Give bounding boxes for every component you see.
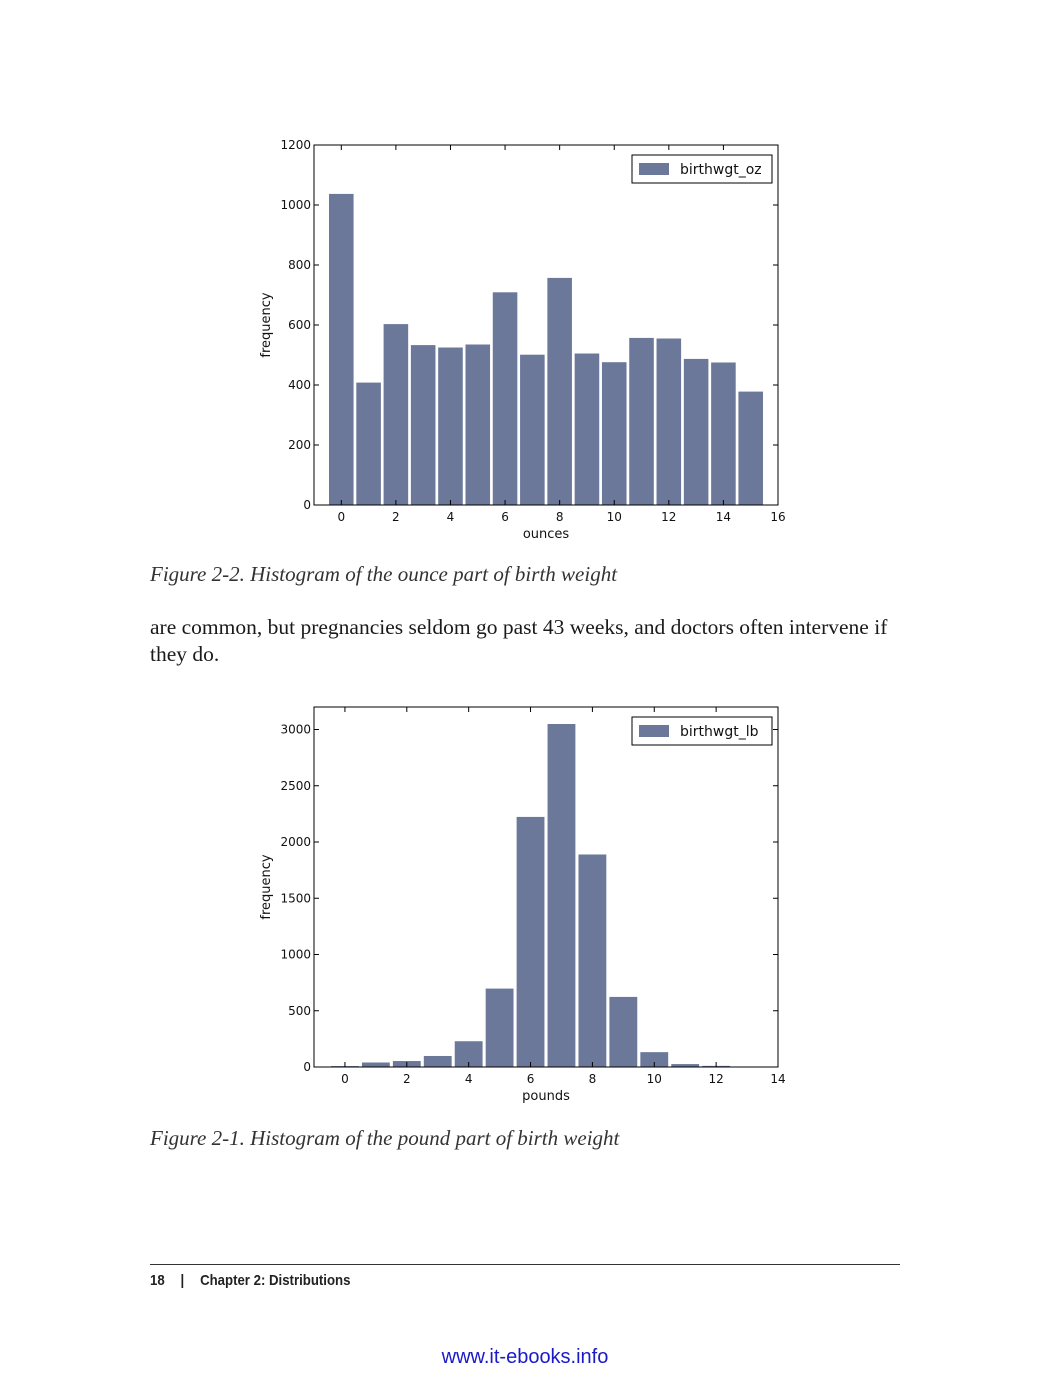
footer-rule <box>150 1264 900 1265</box>
oz-ytick-label-200: 200 <box>288 438 311 452</box>
pounds-histogram-svg: 0 2 4 6 8 10 12 14 0 500 1000 1500 2000 2500 3000 pound… <box>259 706 786 1104</box>
lb-xtick-label-10: 10 <box>647 1072 662 1086</box>
footer-separator: | <box>180 1272 185 1289</box>
oz-bar-5 <box>465 344 491 505</box>
lb-xtick-label-2: 2 <box>403 1072 411 1086</box>
lb-plot-frame <box>313 706 779 1068</box>
body-paragraph: are common, but pregnancies seldom go pa… <box>150 615 888 666</box>
lb-bar-11 <box>671 1064 700 1067</box>
oz-bar-11 <box>629 337 654 505</box>
lb-xlabel: pounds <box>522 1089 570 1104</box>
oz-ytick-label-1000: 1000 <box>280 198 311 212</box>
oz-xtick-label-10: 10 <box>607 510 622 524</box>
lb-bar-7 <box>547 723 576 1067</box>
oz-bar-8 <box>547 277 572 505</box>
lb-bar-6 <box>516 816 545 1067</box>
oz-xtick-label-14: 14 <box>716 510 731 524</box>
oz-xtick-label-8: 8 <box>556 510 564 524</box>
oz-bar-1 <box>356 382 381 505</box>
lb-bar-1 <box>361 1062 390 1067</box>
lb-xtick-label-0: 0 <box>341 1072 349 1086</box>
lb-ytick-label-1000: 1000 <box>280 948 311 962</box>
lb-xtick-label-8: 8 <box>589 1072 597 1086</box>
oz-xtick-label-4: 4 <box>447 510 455 524</box>
lb-xtick-label-14: 14 <box>770 1072 785 1086</box>
lb-ylabel: frequency <box>259 854 274 920</box>
oz-ytick-label-400: 400 <box>288 378 311 392</box>
oz-xtick-label-6: 6 <box>501 510 509 524</box>
lb-legend: birthwgt_lb <box>631 716 773 746</box>
lb-legend-swatch <box>639 725 669 737</box>
lb-ytick-label-3000: 3000 <box>280 723 311 737</box>
oz-ytick-label-0: 0 <box>303 498 311 512</box>
pounds-histogram: 0 2 4 6 8 10 12 14 0 500 1000 1500 2000 2500 3000 pound… <box>0 695 1050 1115</box>
oz-bar-12 <box>656 338 682 505</box>
lb-ytick-label-500: 500 <box>288 1004 311 1018</box>
oz-bar-0 <box>329 193 354 505</box>
oz-bar-14 <box>711 362 736 505</box>
lb-ytick-label-0: 0 <box>303 1060 311 1074</box>
oz-xlabel: ounces <box>523 527 570 542</box>
lb-xtick-label-12: 12 <box>708 1072 723 1086</box>
lb-bar-10 <box>640 1052 669 1067</box>
oz-xtick-label-0: 0 <box>337 510 345 524</box>
figure-2-1-caption: Figure 2-1. Histogram of the pound part … <box>150 1126 620 1150</box>
lb-xtick-label-4: 4 <box>465 1072 473 1086</box>
oz-xtick-label-16: 16 <box>770 510 785 524</box>
oz-bar-4 <box>438 347 463 505</box>
lb-bar-8 <box>578 854 607 1067</box>
oz-bar-13 <box>683 358 709 505</box>
lb-bar-5 <box>485 988 514 1067</box>
oz-ylabel: frequency <box>259 292 274 358</box>
oz-bar-6 <box>492 292 518 505</box>
lb-bar-9 <box>609 996 638 1067</box>
oz-bar-7 <box>520 354 545 505</box>
oz-ytick-label-1200: 1200 <box>280 138 311 152</box>
oz-bar-10 <box>601 362 627 505</box>
figure-2-2-caption: Figure 2-2. Histogram of the ounce part … <box>150 562 618 586</box>
oz-bar-15 <box>738 391 763 505</box>
oz-bar-2 <box>383 324 409 505</box>
oz-xtick-label-2: 2 <box>392 510 400 524</box>
page-footer: 18 | Chapter 2: Distributions <box>150 1272 350 1289</box>
ounces-histogram: 0 2 4 6 8 10 12 14 16 0 200 400 600 800 1000 1200 ounces… <box>0 130 1050 550</box>
ounces-histogram-svg: 0 2 4 6 8 10 12 14 16 0 200 400 600 800 1000 1200 ounces… <box>259 138 786 542</box>
lb-ytick-label-2500: 2500 <box>280 779 311 793</box>
oz-bar-9 <box>574 353 600 505</box>
chapter-title: Chapter 2: Distributions <box>200 1272 351 1289</box>
oz-ytick-label-800: 800 <box>288 258 311 272</box>
lb-xtick-label-6: 6 <box>527 1072 535 1086</box>
lb-ytick-label-1500: 1500 <box>280 891 311 905</box>
watermark-link[interactable]: www.it-ebooks.info <box>441 1346 609 1368</box>
oz-ytick-label-600: 600 <box>288 318 311 332</box>
lb-bar-3 <box>423 1055 452 1067</box>
oz-xtick-label-12: 12 <box>661 510 676 524</box>
lb-ytick-label-2000: 2000 <box>280 835 311 849</box>
oz-legend-label: birthwgt_oz <box>680 162 762 178</box>
lb-legend-label: birthwgt_lb <box>680 724 759 740</box>
oz-legend: birthwgt_oz <box>631 154 773 184</box>
oz-bar-3 <box>410 345 436 505</box>
page-number: 18 <box>150 1272 165 1289</box>
oz-legend-swatch <box>639 163 669 175</box>
